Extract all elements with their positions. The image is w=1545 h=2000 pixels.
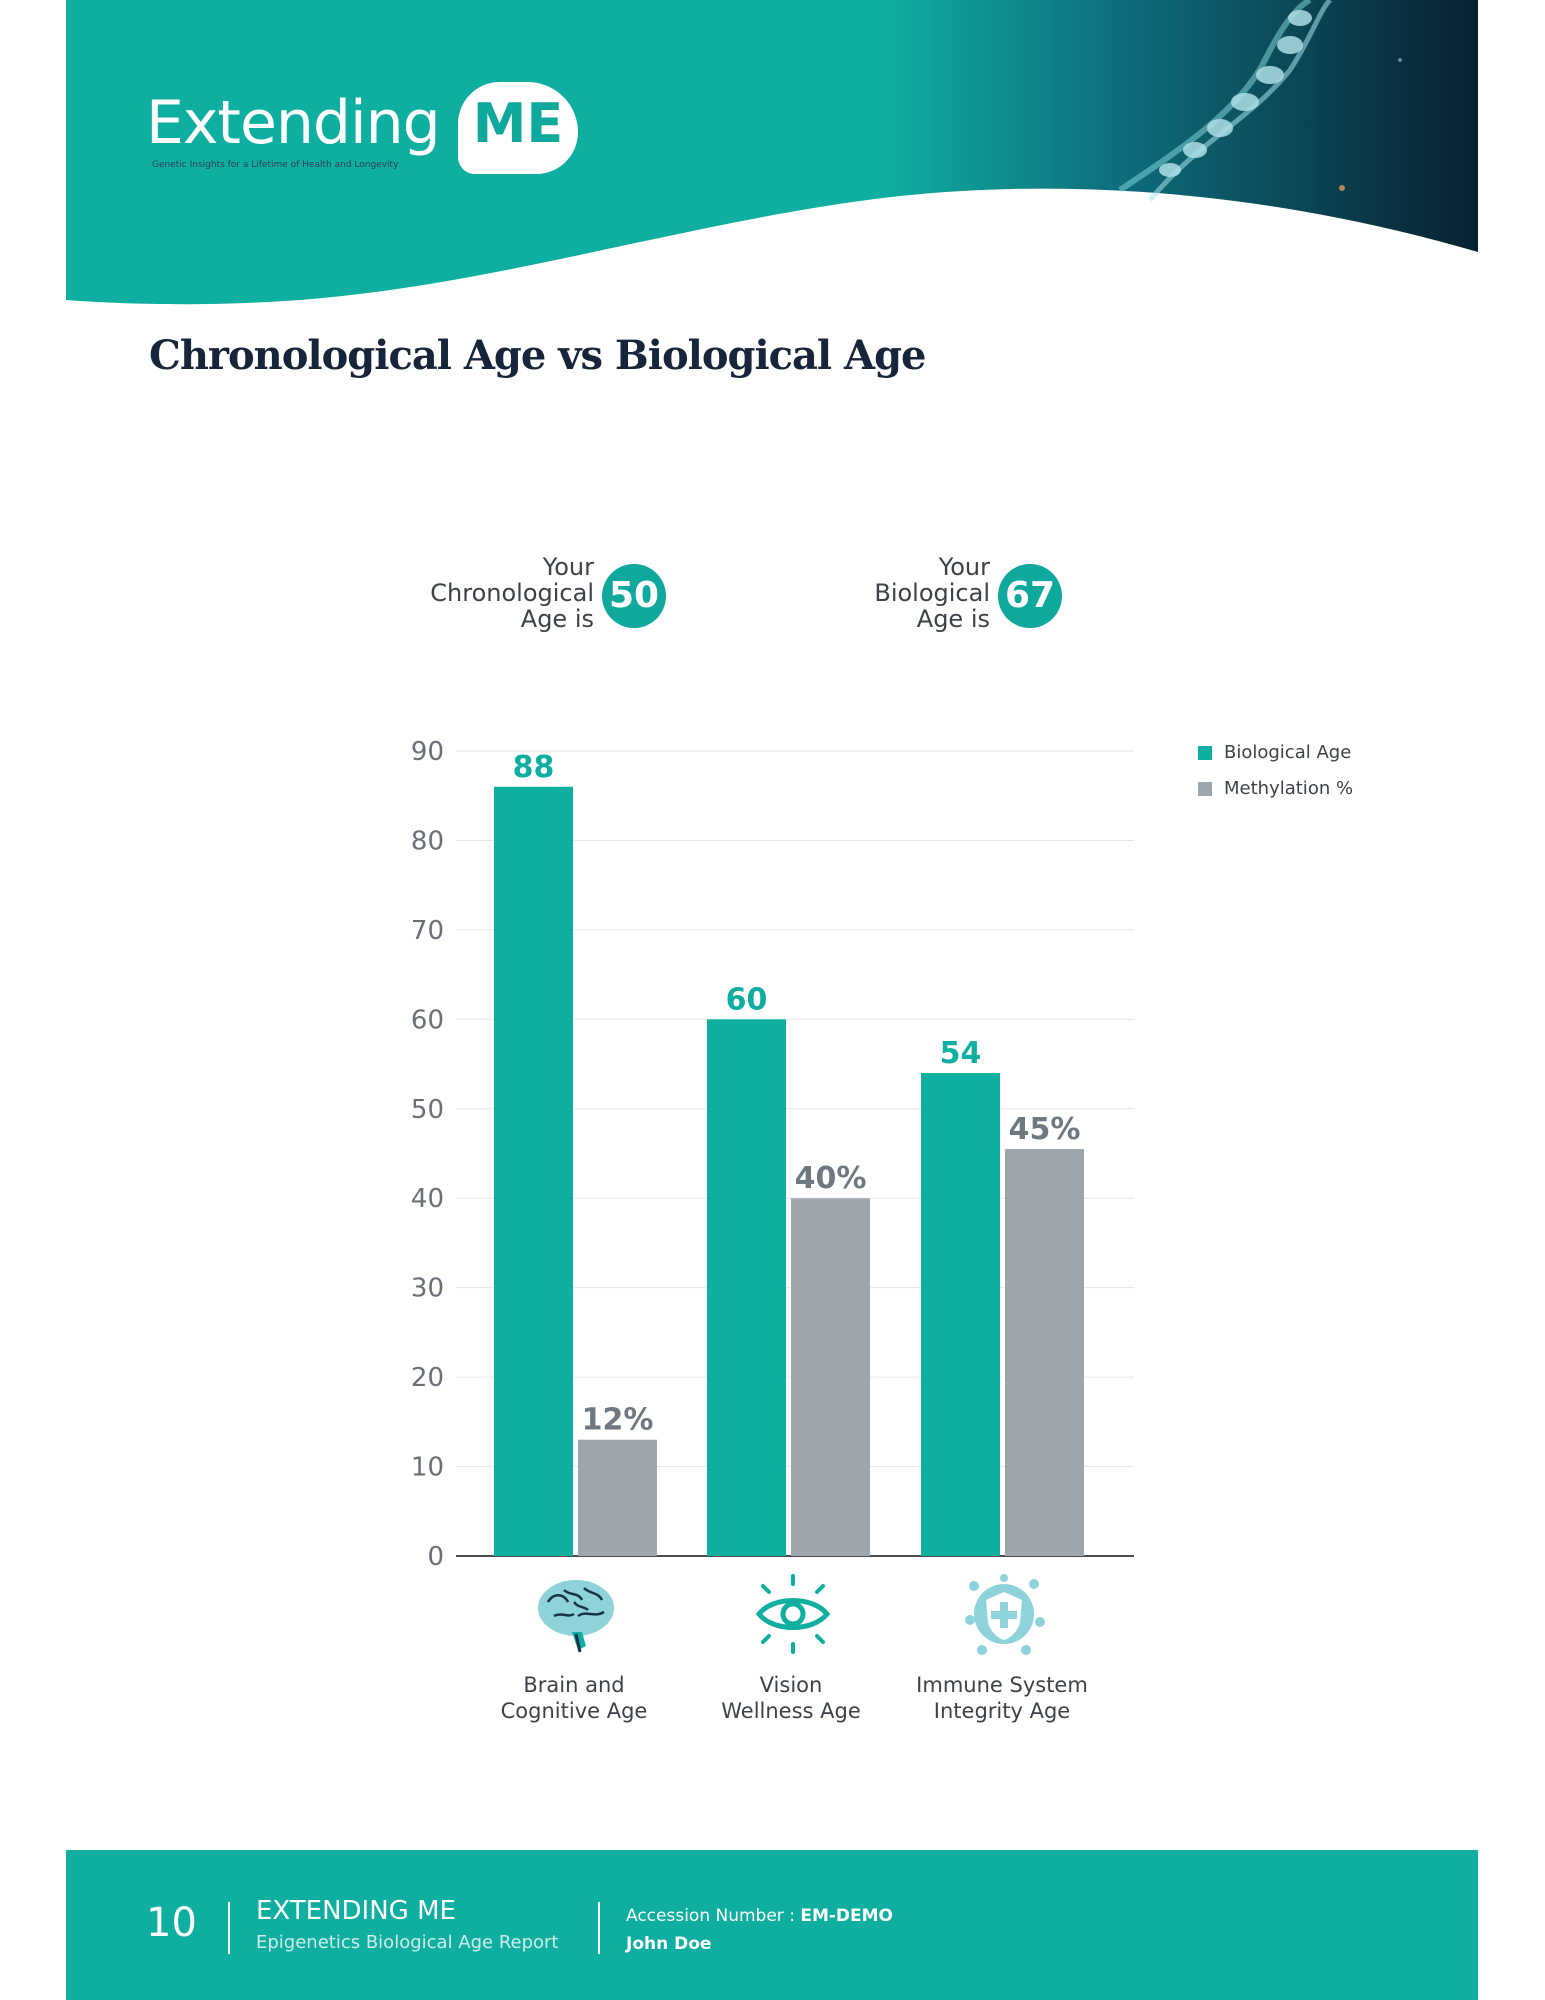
brain-icon bbox=[538, 1580, 614, 1653]
footer-report-subtitle: Epigenetics Biological Age Report bbox=[256, 1932, 559, 1953]
y-tick-label: 0 bbox=[427, 1542, 444, 1572]
y-tick-label: 70 bbox=[411, 916, 444, 946]
biological-age-value: 67 bbox=[998, 564, 1062, 628]
data-label: 88 bbox=[513, 750, 555, 785]
bar-methylation bbox=[1005, 1149, 1084, 1556]
logo-tagline: Genetic Insights for a Lifetime of Healt… bbox=[152, 160, 399, 170]
chart-legend: Biological Age Methylation % bbox=[1198, 742, 1353, 814]
data-label: 45% bbox=[1009, 1112, 1081, 1147]
biological-age-label: Your Biological Age is bbox=[874, 554, 990, 632]
footer-brand: EXTENDING ME bbox=[256, 1896, 456, 1926]
y-tick-label: 50 bbox=[411, 1095, 444, 1125]
bar-chart: 0 10 20 30 40 50 60 70 80 90 88 12% 60 40% 54 45% bbox=[411, 737, 1134, 1572]
y-tick-label: 90 bbox=[411, 737, 444, 767]
bar-biological-age bbox=[707, 1019, 786, 1556]
page-title: Chronological Age vs Biological Age bbox=[149, 332, 927, 379]
category-label: Brain and Cognitive Age bbox=[459, 1672, 689, 1724]
accession-number: Accession Number : EM-DEMO bbox=[626, 1906, 893, 1926]
accession-label: Accession Number : bbox=[626, 1906, 801, 1926]
logo-badge: ME bbox=[458, 82, 578, 174]
patient-name: John Doe bbox=[626, 1934, 712, 1954]
category-label-line: Immune System bbox=[916, 1673, 1088, 1697]
biological-age-summary: Your Biological Age is 67 bbox=[776, 552, 1062, 636]
age-label-line: Age is bbox=[916, 605, 990, 633]
immune-shield-icon bbox=[965, 1574, 1045, 1655]
y-tick-label: 20 bbox=[411, 1363, 444, 1393]
category-label-line: Wellness Age bbox=[721, 1699, 861, 1723]
chronological-age-summary: Your Chronological Age is 50 bbox=[380, 552, 666, 636]
chronological-age-label: Your Chronological Age is bbox=[430, 554, 594, 632]
header-banner: Extending ME Genetic Insights for a Life… bbox=[0, 0, 1545, 310]
bar-methylation bbox=[791, 1198, 870, 1556]
page-footer: 10 EXTENDING ME Epigenetics Biological A… bbox=[66, 1850, 1478, 2000]
category-label: Immune System Integrity Age bbox=[887, 1672, 1117, 1724]
y-tick-label: 10 bbox=[411, 1453, 444, 1483]
age-label-line: Your bbox=[542, 553, 594, 581]
bar-methylation bbox=[578, 1439, 657, 1556]
header-wave-background bbox=[66, 0, 1478, 305]
logo-badge-text: ME bbox=[472, 92, 564, 155]
logo-wordmark: Extending bbox=[146, 88, 441, 158]
data-label: 54 bbox=[940, 1036, 982, 1071]
legend-swatch-teal bbox=[1198, 745, 1212, 760]
y-tick-label: 30 bbox=[411, 1274, 444, 1304]
footer-divider bbox=[598, 1902, 600, 1954]
y-tick-label: 80 bbox=[411, 826, 444, 856]
category-label-line: Cognitive Age bbox=[500, 1699, 648, 1723]
dna-helix-image bbox=[1118, 0, 1402, 202]
category-label-line: Vision bbox=[759, 1673, 823, 1697]
y-tick-label: 60 bbox=[411, 1005, 444, 1035]
category-label: Vision Wellness Age bbox=[676, 1672, 906, 1724]
bar-biological-age bbox=[494, 786, 573, 1556]
data-label: 40% bbox=[795, 1161, 867, 1196]
age-label-line: Age is bbox=[520, 605, 594, 633]
legend-item-biological-age: Biological Age bbox=[1198, 742, 1353, 778]
footer-divider bbox=[228, 1902, 230, 1954]
legend-item-methylation: Methylation % bbox=[1198, 778, 1353, 814]
legend-swatch-gray bbox=[1198, 781, 1212, 796]
data-label: 60 bbox=[726, 982, 768, 1017]
legend-label: Biological Age bbox=[1224, 742, 1352, 763]
age-label-line: Your bbox=[938, 553, 990, 581]
y-tick-label: 40 bbox=[411, 1184, 444, 1214]
eye-icon bbox=[755, 1574, 831, 1654]
age-label-line: Chronological bbox=[430, 579, 594, 607]
page-number: 10 bbox=[146, 1900, 197, 1946]
age-label-line: Biological bbox=[874, 579, 990, 607]
legend-label: Methylation % bbox=[1224, 778, 1354, 799]
category-label-line: Brain and bbox=[523, 1673, 625, 1697]
bar-biological-age bbox=[921, 1073, 1000, 1556]
data-label: 12% bbox=[582, 1403, 654, 1438]
chronological-age-value: 50 bbox=[602, 564, 666, 628]
category-label-line: Integrity Age bbox=[933, 1699, 1071, 1723]
accession-value: EM-DEMO bbox=[800, 1906, 894, 1926]
